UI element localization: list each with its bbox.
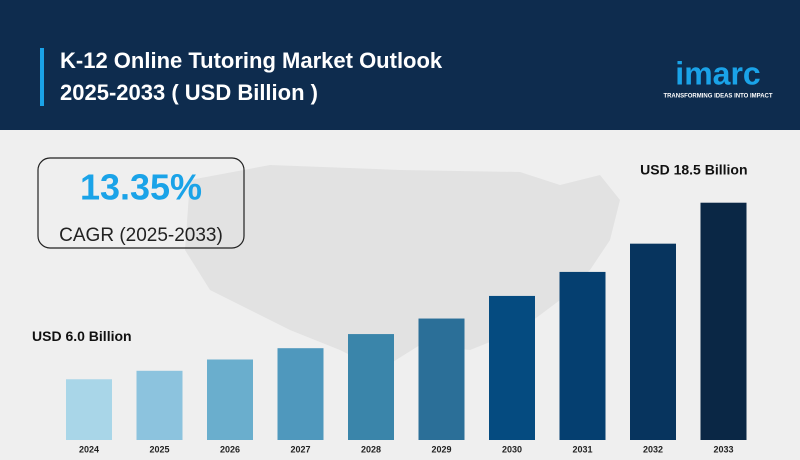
bar [348, 334, 394, 440]
bar [559, 271, 606, 440]
title: 2025-2033 ( USD Billion ) [60, 80, 318, 105]
cagr-box [37, 157, 245, 249]
header [0, 0, 800, 130]
x-tick-label: 2032 [643, 444, 663, 454]
x-tick-label: 2027 [290, 444, 310, 454]
x-tick-label: 2025 [149, 444, 169, 454]
logo-tagline: TRANSFORMING IDEAS INTO IMPACT [663, 94, 772, 100]
logo: imarc [675, 55, 760, 91]
value-label: USD 6.0 Billion [32, 328, 132, 344]
x-tick-label: 2033 [713, 444, 733, 454]
bar [66, 379, 112, 440]
x-tick-label: 2029 [431, 444, 451, 454]
title: K-12 Online Tutoring Market Outlook [60, 48, 443, 73]
bar [489, 295, 535, 440]
cagr-value: 13.35% [80, 167, 202, 208]
bar [630, 243, 676, 440]
bar [207, 359, 253, 440]
value-label: USD 18.5 Billion [640, 161, 747, 177]
x-tick-label: 2026 [220, 444, 240, 454]
accent-bar [40, 48, 44, 106]
bar [418, 318, 465, 440]
x-tick-label: 2024 [79, 444, 99, 454]
x-tick-label: 2030 [502, 444, 522, 454]
cagr-label: CAGR (2025-2033) [59, 225, 223, 246]
x-tick-label: 2031 [572, 444, 592, 454]
bar [277, 348, 324, 440]
bar [700, 202, 747, 440]
bar [136, 370, 183, 440]
x-tick-label: 2028 [361, 444, 381, 454]
